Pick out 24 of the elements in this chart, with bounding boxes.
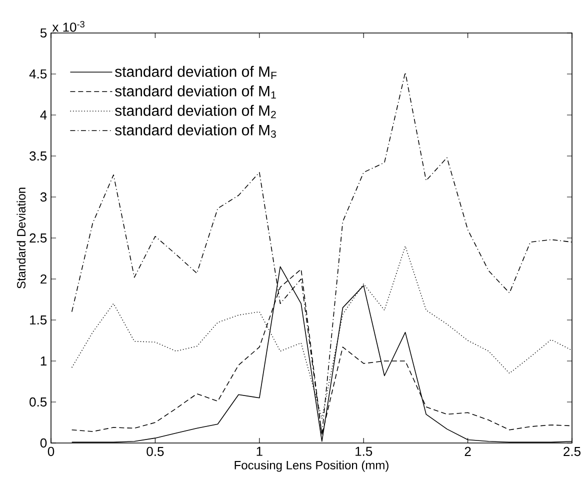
text: x 10$^{-3}$ [52,20,84,32]
y-tick-label: 1 [40,356,46,366]
x-tick-label: 0.5 [146,446,164,456]
x-axis-title: Focusing Lens Position (mm) [234,460,388,472]
y-axis-title: Standard Deviation [16,188,26,288]
y-tick-label: 5 [40,28,47,38]
x-tick-label: 2 [464,446,471,456]
y-tick-label: 0.5 [30,397,47,407]
y-tick-label: 3 [40,192,47,202]
legend-label: standard deviation of M$_{2}$ [115,104,276,118]
legend-label: standard deviation of M$_{1}$ [115,85,276,99]
y-tick-label: 2.5 [30,233,47,243]
x-tick-label: 0 [48,446,54,456]
y-tick-label: 2 [40,274,46,284]
x-tick-label: 1 [256,446,262,456]
legend-label: standard deviation of M$_{3}$ [115,124,276,138]
y-tick-label: 0 [40,438,47,448]
y-tick-label: 1.5 [30,315,47,325]
x-tick-label: 1.5 [356,446,372,456]
x-tick-label: 2.5 [564,446,580,456]
legend-label: standard deviation of M$_{F}$ [115,66,277,80]
y-tick-label: 4.5 [29,69,47,79]
y-tick-label: 3.5 [30,151,47,161]
y-tick-label: 4 [40,110,47,120]
